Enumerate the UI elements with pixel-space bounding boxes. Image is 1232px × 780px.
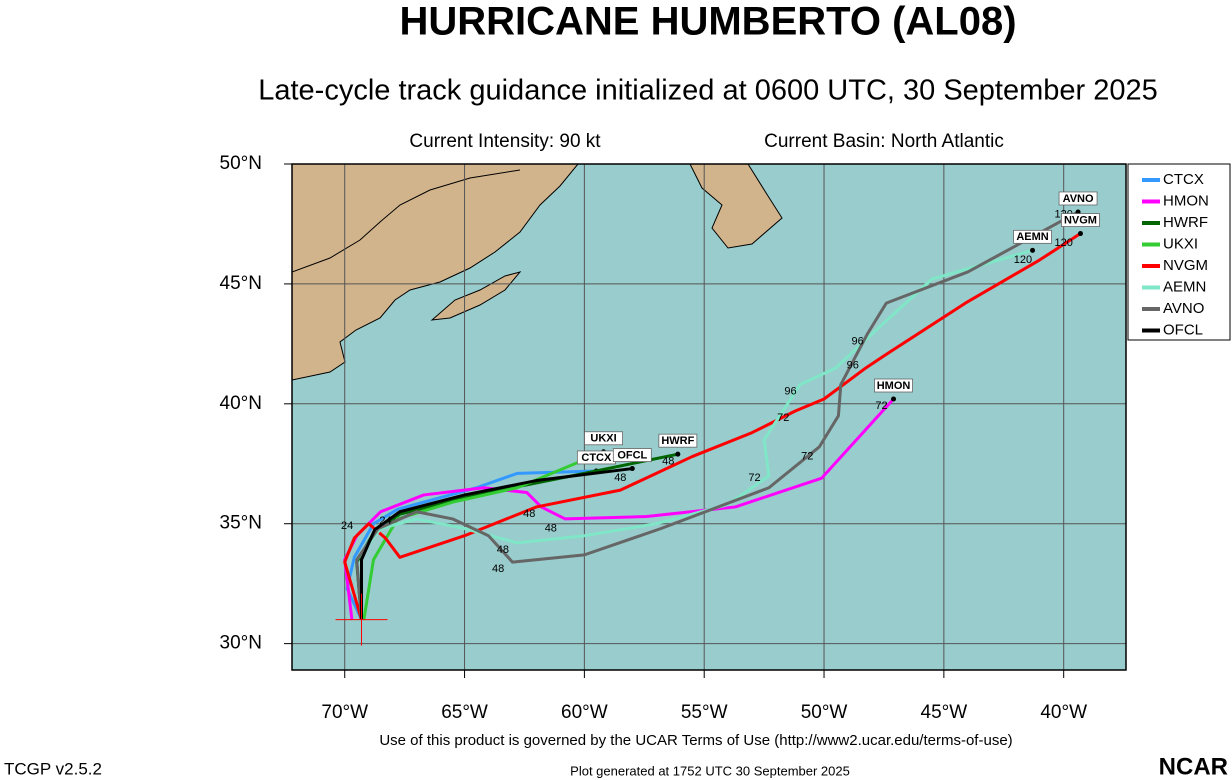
logo: NCAR	[1159, 753, 1228, 780]
hour-label: 48	[523, 508, 535, 520]
hour-label: 72	[875, 400, 887, 412]
x-tick-label: 50°W	[801, 702, 848, 723]
x-tick-label: 65°W	[441, 702, 488, 723]
y-tick-label: 30°N	[220, 633, 262, 654]
hour-label: 48	[492, 563, 504, 575]
track-label-text: HWRF	[661, 435, 694, 447]
legend-label: UKXI	[1163, 235, 1198, 252]
hour-label: 48	[662, 455, 674, 467]
track-label: HWRF	[658, 433, 698, 448]
track-end	[629, 466, 635, 472]
x-tick-label: 40°W	[1040, 702, 1087, 723]
track-label: AVNO	[1058, 191, 1098, 206]
track-label-box	[658, 433, 698, 448]
x-tick-label: 70°W	[321, 702, 368, 723]
track-label-text: UKXI	[590, 433, 616, 445]
tracks: 242448484848484872727272969696120120120	[335, 208, 1083, 646]
track-label: NVGM	[1061, 213, 1100, 227]
footer-generated: Plot generated at 1752 UTC 30 September …	[570, 763, 850, 778]
plot-frame	[291, 163, 1127, 671]
legend-label: NVGM	[1163, 257, 1208, 274]
hour-label: 120	[1055, 237, 1073, 249]
hour-label: 120	[1014, 254, 1032, 266]
y-tick-label: 50°N	[220, 153, 262, 174]
hour-label: 96	[851, 335, 863, 347]
legend-label: OFCL	[1163, 321, 1203, 338]
track-label-box	[612, 448, 652, 462]
info-basin: Current Basin: North Atlantic	[764, 131, 1004, 152]
track	[343, 232, 1082, 621]
legend-label: AVNO	[1163, 300, 1204, 317]
hour-label: 72	[777, 412, 789, 424]
track-label-box	[1013, 229, 1052, 244]
chart-title: HURRICANE HUMBERTO (AL08)	[399, 0, 1016, 44]
hour-label: 24	[341, 520, 353, 532]
hour-label: 48	[545, 522, 557, 534]
track-label: HMON	[874, 378, 913, 393]
y-tick-label: 40°N	[220, 393, 262, 414]
track-label-text: OFCL	[617, 449, 647, 461]
legend-label: HMON	[1163, 192, 1209, 209]
track	[360, 467, 633, 620]
x-tick-label: 60°W	[561, 702, 608, 723]
legend-label: AEMN	[1163, 278, 1206, 295]
track-label-box	[1058, 191, 1098, 206]
track-label: OFCL	[612, 448, 652, 462]
track-end	[891, 396, 897, 402]
y-tick-label: 35°N	[220, 513, 262, 534]
footer-terms: Use of this product is governed by the U…	[379, 732, 1012, 749]
info-intensity: Current Intensity: 90 kt	[409, 131, 601, 152]
hour-label: 72	[748, 472, 760, 484]
hour-label: 96	[784, 386, 796, 398]
track-label: CTCX	[576, 450, 616, 465]
hour-label: 96	[847, 359, 859, 371]
grid	[292, 164, 1126, 670]
chart-subtitle: Late-cycle track guidance initialized at…	[258, 75, 1158, 107]
track-end	[1077, 231, 1083, 237]
hour-label: 48	[614, 472, 626, 484]
x-tick-label: 55°W	[681, 702, 728, 723]
legend-label: CTCX	[1163, 171, 1204, 188]
x-tick-label: 45°W	[921, 702, 968, 723]
track-label-box	[1061, 213, 1100, 227]
hour-label: 72	[801, 450, 813, 462]
track-label-box	[584, 431, 623, 446]
track-label-text: AVNO	[1063, 193, 1094, 205]
track-label: AEMN	[1013, 229, 1052, 244]
track	[355, 210, 1079, 620]
hour-label: 48	[497, 544, 509, 556]
legend-label: HWRF	[1163, 214, 1208, 231]
hour-label: 24	[379, 515, 391, 527]
track-label-box	[874, 378, 913, 393]
track-label-text: HMON	[877, 380, 911, 392]
track-label-text: NVGM	[1064, 214, 1097, 226]
footer-version: TCGP v2.5.2	[4, 759, 102, 778]
track-end	[1030, 247, 1036, 253]
track-end	[675, 451, 681, 457]
track-label: UKXI	[584, 431, 623, 446]
track-label-text: CTCX	[581, 452, 612, 464]
y-tick-label: 45°N	[220, 273, 262, 294]
track-label-text: AEMN	[1016, 231, 1048, 243]
land	[292, 164, 783, 381]
